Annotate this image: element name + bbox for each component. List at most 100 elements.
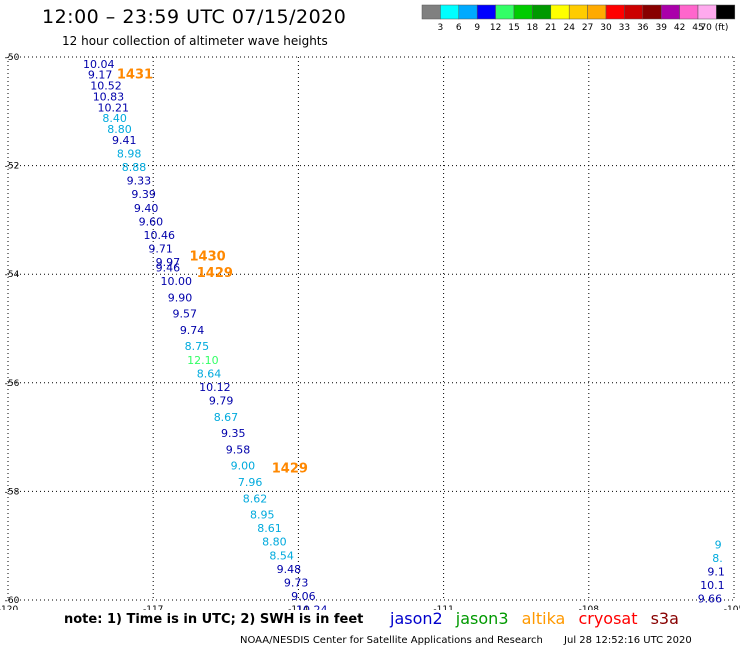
y-tick-label: -56 bbox=[5, 379, 20, 389]
swh-point: 9.97 bbox=[156, 256, 181, 269]
color-scale-label: 9 bbox=[474, 23, 480, 33]
swh-point: 10.24 bbox=[296, 604, 328, 610]
swh-point: 8.61 bbox=[257, 522, 282, 535]
swh-point: 8.98 bbox=[117, 147, 141, 160]
swh-point: 9.41 bbox=[112, 134, 137, 147]
color-swatch bbox=[421, 4, 441, 20]
credit-line: NOAA/NESDIS Center for Satellite Applica… bbox=[240, 635, 692, 646]
swh-point: 8.75 bbox=[185, 340, 210, 353]
swh-point: 9.06 bbox=[291, 590, 316, 603]
swh-point: 8.80 bbox=[107, 123, 132, 136]
color-scale-label: 12 bbox=[490, 23, 501, 33]
color-scale-label: 42 bbox=[674, 23, 685, 33]
footnote: note: 1) Time is in UTC; 2) SWH is in fe… bbox=[64, 612, 364, 627]
color-scale-label: 39 bbox=[655, 23, 667, 33]
color-scale-label: 27 bbox=[582, 23, 593, 33]
legend-jason2: jason2 bbox=[390, 609, 443, 628]
time-label: 1431 bbox=[117, 68, 153, 83]
y-tick-label: -58 bbox=[5, 487, 20, 497]
swh-point: 9.57 bbox=[173, 308, 198, 321]
color-swatch bbox=[440, 4, 460, 20]
x-tick-label: -114 bbox=[288, 605, 309, 610]
swh-point: 8.80 bbox=[262, 536, 287, 549]
legend-cryosat: cryosat bbox=[578, 609, 638, 628]
swh-point: 8.95 bbox=[250, 509, 275, 522]
swh-point: 9.33 bbox=[127, 175, 152, 188]
swh-point: 8.40 bbox=[102, 112, 127, 125]
color-scale-label: 33 bbox=[619, 23, 630, 33]
color-swatch bbox=[660, 4, 680, 20]
swh-point: 8.64 bbox=[197, 367, 222, 380]
color-scale-label: 70 (ft) bbox=[700, 23, 728, 33]
swh-point: 8.62 bbox=[243, 492, 267, 505]
y-tick-label: -54 bbox=[5, 270, 20, 280]
x-tick-label: -111 bbox=[433, 605, 453, 610]
credit-date: Jul 28 12:52:16 UTC 2020 bbox=[564, 635, 692, 646]
swh-point: 9.35 bbox=[221, 427, 246, 440]
swh-point: 10.83 bbox=[93, 90, 125, 103]
color-scale-label: 15 bbox=[508, 23, 519, 33]
y-tick-label: -60 bbox=[5, 596, 20, 606]
color-scale-label: 3 bbox=[438, 23, 444, 33]
credit-org: NOAA/NESDIS Center for Satellite Applica… bbox=[240, 635, 543, 646]
swh-point: 12.10 bbox=[187, 354, 219, 367]
color-swatch bbox=[624, 4, 644, 20]
satellite-legend: jason2 jason3 altika cryosat s3a bbox=[390, 609, 687, 628]
color-scale-label: 21 bbox=[545, 23, 556, 33]
swh-point: 10.52 bbox=[90, 80, 122, 93]
swh-point: 9.48 bbox=[277, 563, 302, 576]
swh-labels: 10.049.1710.5210.8310.218.408.809.418.98… bbox=[83, 58, 725, 610]
chart-subtitle: 12 hour collection of altimeter wave hei… bbox=[62, 34, 328, 48]
swh-point: 8. bbox=[712, 552, 723, 565]
swh-point: 9.73 bbox=[284, 576, 309, 589]
swh-point: 10.00 bbox=[160, 275, 192, 288]
color-swatch bbox=[568, 4, 588, 20]
swh-point: 8.67 bbox=[214, 411, 239, 424]
color-swatch bbox=[532, 4, 552, 20]
x-tick-label: -105 bbox=[724, 605, 740, 610]
color-scale-label: 6 bbox=[456, 23, 462, 33]
swh-point: 8.54 bbox=[269, 549, 294, 562]
swh-point: 10.1 bbox=[700, 579, 725, 592]
swh-point: 10.21 bbox=[98, 101, 130, 114]
swh-point: 9.71 bbox=[148, 242, 173, 255]
x-tick-label: -108 bbox=[579, 605, 600, 610]
legend-altika: altika bbox=[521, 609, 566, 628]
legend-jason3: jason3 bbox=[455, 609, 509, 628]
swh-point: 10.04 bbox=[83, 58, 115, 71]
swh-point: 9.74 bbox=[180, 324, 205, 337]
color-swatch bbox=[679, 4, 699, 20]
swh-point: 9.46 bbox=[156, 261, 181, 274]
swh-point: 9.17 bbox=[88, 69, 113, 82]
swh-point: 9.60 bbox=[139, 215, 164, 228]
color-scale-label: 30 bbox=[600, 23, 612, 33]
color-scale-label: 18 bbox=[527, 23, 539, 33]
swh-point: 9.00 bbox=[231, 460, 256, 473]
swh-point: 9.58 bbox=[226, 443, 251, 456]
color-swatch bbox=[587, 4, 607, 20]
color-swatch bbox=[697, 4, 717, 20]
color-swatch bbox=[550, 4, 570, 20]
grid-lines bbox=[7, 56, 735, 601]
swh-point: 9.79 bbox=[209, 395, 234, 408]
swh-point: 10.46 bbox=[144, 229, 176, 242]
swh-point: 8.88 bbox=[122, 161, 146, 174]
time-label: 1430 bbox=[190, 250, 226, 265]
swh-point: 9.1 bbox=[707, 566, 725, 579]
y-tick-label: -50 bbox=[5, 53, 20, 63]
swh-point: 9.39 bbox=[131, 188, 156, 201]
swh-point: 9.90 bbox=[168, 291, 193, 304]
color-scale-label: 36 bbox=[637, 23, 649, 33]
time-label: 1429 bbox=[272, 461, 308, 476]
axis-ticks: -120 -117 -114 -111 -108 -105 -50 -52 -54 -56 -58 -… bbox=[0, 53, 740, 610]
color-swatch bbox=[495, 4, 515, 20]
y-tick-label: -52 bbox=[5, 162, 20, 172]
chart-title: 12:00 – 23:59 UTC 07/15/2020 bbox=[42, 6, 347, 28]
swh-point: 9 bbox=[715, 538, 722, 551]
swh-point: 9.40 bbox=[134, 202, 159, 215]
color-scale-label: 45 bbox=[692, 23, 703, 33]
color-swatch bbox=[513, 4, 533, 20]
color-swatch bbox=[476, 4, 496, 20]
